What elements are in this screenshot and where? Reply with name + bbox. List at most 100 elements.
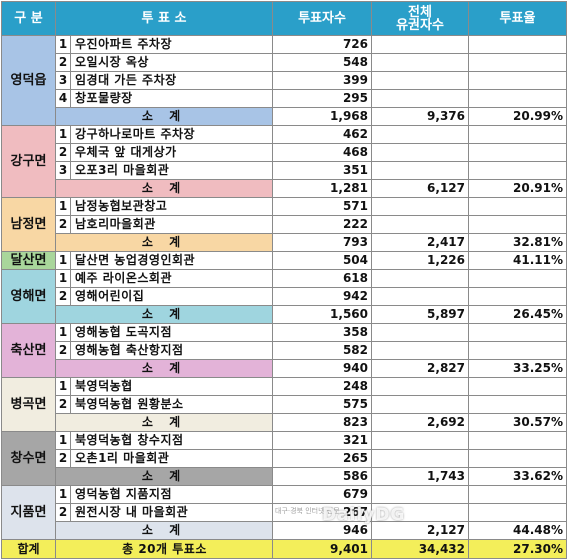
station-row: 영덕읍 1 우진아파트 주차장 726 bbox=[1, 35, 567, 126]
station-votes: 295 bbox=[272, 89, 372, 108]
total-votes: 9,401 bbox=[272, 539, 372, 559]
station-votes: 571 bbox=[272, 197, 372, 216]
header-rate: 투표율 bbox=[468, 1, 567, 36]
station-number: 1 bbox=[55, 431, 71, 450]
station-eligible bbox=[371, 377, 469, 396]
subtotal-rate: 30.57% bbox=[468, 413, 567, 432]
station-name: 오일시장 옥상 bbox=[70, 53, 273, 72]
station-number: 2 bbox=[55, 53, 71, 72]
station-eligible bbox=[371, 449, 469, 468]
table-body: 영덕읍 1 우진아파트 주차장 726 2 오일시장 옥상 548 3 임경대 가든 주차장 39… bbox=[1, 35, 567, 559]
station-name: 북영덕농협 원황분소 bbox=[70, 395, 273, 414]
station-row: 지품면 1 영덕농협 지품지점 679 bbox=[1, 485, 567, 540]
station-votes: 222 bbox=[272, 215, 372, 234]
subtotal-eligible: 2,827 bbox=[371, 359, 469, 378]
station-name: 영해농협 도곡지점 bbox=[70, 323, 273, 342]
region-name: 축산면 bbox=[1, 323, 56, 378]
station-row: 3 임경대 가든 주차장 399 bbox=[2, 71, 567, 90]
region-name: 달산면 bbox=[1, 251, 56, 270]
subtotal-votes: 1,281 bbox=[272, 179, 372, 198]
station-name: 달산면 농업경영인회관 bbox=[70, 251, 273, 270]
subtotal-rate: 20.91% bbox=[468, 179, 567, 198]
header-place: 투 표 소 bbox=[55, 1, 273, 36]
station-eligible bbox=[371, 161, 469, 180]
total-row: 합계 총 20개 투표소 9,401 34,432 27.30% bbox=[1, 539, 567, 559]
station-rate bbox=[468, 503, 567, 522]
station-votes: 575 bbox=[272, 395, 372, 414]
station-eligible bbox=[371, 287, 469, 306]
station-eligible bbox=[371, 89, 469, 108]
station-rate bbox=[468, 143, 567, 162]
station-row: 2 우체국 앞 대게상가 468 bbox=[2, 143, 567, 162]
station-name: 영해어린이집 bbox=[70, 287, 273, 306]
header-region: 구 분 bbox=[1, 1, 56, 36]
station-number: 1 bbox=[55, 377, 71, 396]
station-votes: 582 bbox=[272, 341, 372, 360]
station-number: 2 bbox=[55, 395, 71, 414]
station-rate bbox=[468, 71, 567, 90]
station-eligible bbox=[371, 269, 469, 288]
station-votes: 399 bbox=[272, 71, 372, 90]
station-row: 2 오일시장 옥상 548 bbox=[2, 53, 567, 72]
station-row: 축산면 1 영해농협 도곡지점 358 bbox=[1, 323, 567, 378]
station-votes: 679 bbox=[272, 485, 372, 504]
station-eligible bbox=[371, 431, 469, 450]
station-eligible bbox=[371, 35, 469, 54]
station-votes: 462 bbox=[272, 125, 372, 144]
station-number: 3 bbox=[55, 161, 71, 180]
subtotal-rate: 44.48% bbox=[468, 521, 567, 540]
station-number: 3 bbox=[55, 71, 71, 90]
station-row: 2 북영덕농협 원황분소 575 bbox=[2, 395, 567, 414]
station-rate bbox=[468, 197, 567, 216]
subtotal-rate: 32.81% bbox=[468, 233, 567, 252]
station-eligible: 1,226 bbox=[371, 251, 469, 270]
subtotal-row: 소 계 1,968 9,376 20.99% bbox=[2, 107, 567, 126]
total-place: 총 20개 투표소 bbox=[55, 539, 273, 559]
station-votes: 351 bbox=[272, 161, 372, 180]
subtotal-label: 소 계 bbox=[55, 521, 273, 540]
station-rate: 41.11% bbox=[468, 251, 567, 270]
station-number: 1 bbox=[55, 269, 71, 288]
station-row: 창수면 1 북영덕농협 창수지점 321 bbox=[1, 431, 567, 486]
subtotal-label: 소 계 bbox=[55, 179, 273, 198]
station-rate bbox=[468, 125, 567, 144]
header-eligible-line1: 전체 bbox=[408, 4, 432, 20]
station-name: 예주 라이온스회관 bbox=[70, 269, 273, 288]
subtotal-votes: 586 bbox=[272, 467, 372, 486]
station-eligible bbox=[371, 215, 469, 234]
subtotal-rate: 20.99% bbox=[468, 107, 567, 126]
station-votes: 267 bbox=[272, 503, 372, 522]
station-name: 오촌1리 마을회관 bbox=[70, 449, 273, 468]
header-row: 구 분 투 표 소 투표자수 전체 유권자수 투표율 bbox=[1, 1, 567, 36]
station-row: 남정면 1 남정농협보관창고 571 bbox=[1, 197, 567, 252]
station-rate bbox=[468, 341, 567, 360]
station-row: 영해면 1 예주 라이온스회관 618 bbox=[1, 269, 567, 324]
subtotal-eligible: 2,417 bbox=[371, 233, 469, 252]
subtotal-votes: 1,968 bbox=[272, 107, 372, 126]
station-name: 남호리마을회관 bbox=[70, 215, 273, 234]
subtotal-votes: 793 bbox=[272, 233, 372, 252]
station-number: 2 bbox=[55, 215, 71, 234]
station-number: 2 bbox=[55, 449, 71, 468]
station-name: 북영덕농협 bbox=[70, 377, 273, 396]
region-name: 지품면 bbox=[1, 485, 56, 540]
subtotal-eligible: 5,897 bbox=[371, 305, 469, 324]
station-eligible bbox=[371, 53, 469, 72]
station-number: 2 bbox=[55, 503, 71, 522]
station-rate bbox=[468, 35, 567, 54]
subtotal-row: 소 계 940 2,827 33.25% bbox=[2, 359, 567, 378]
total-label: 합계 bbox=[1, 539, 56, 559]
station-number: 4 bbox=[55, 89, 71, 108]
station-number: 1 bbox=[55, 485, 71, 504]
station-votes: 618 bbox=[272, 269, 372, 288]
subtotal-label: 소 계 bbox=[55, 413, 273, 432]
station-row: 4 창포물량장 295 bbox=[2, 89, 567, 108]
subtotal-rate: 26.45% bbox=[468, 305, 567, 324]
subtotal-votes: 946 bbox=[272, 521, 372, 540]
subtotal-eligible: 2,692 bbox=[371, 413, 469, 432]
station-rate bbox=[468, 269, 567, 288]
subtotal-eligible: 2,127 bbox=[371, 521, 469, 540]
total-rate: 27.30% bbox=[468, 539, 567, 559]
station-rate bbox=[468, 215, 567, 234]
